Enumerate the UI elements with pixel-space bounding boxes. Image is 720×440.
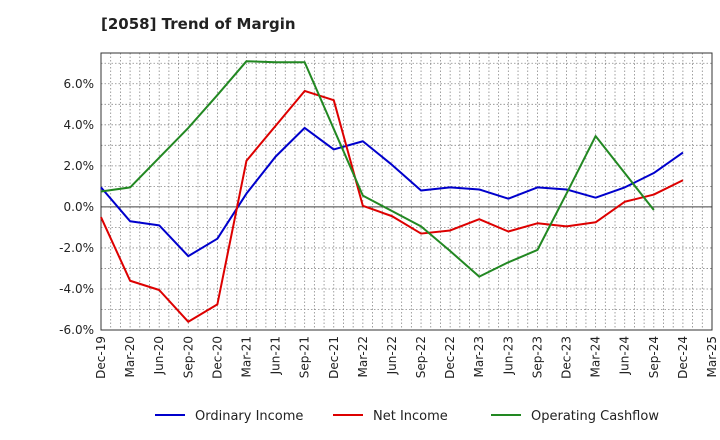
x-tick-label: Jun-21 <box>269 336 283 375</box>
series-line-ordinary-income <box>100 126 684 258</box>
y-tick-label: 4.0% <box>64 118 95 132</box>
x-tick-label: Jun-20 <box>152 336 166 375</box>
y-tick-label: -6.0% <box>59 323 94 337</box>
x-tick-label: Jun-22 <box>385 336 399 375</box>
x-tick-label: Sep-21 <box>298 336 312 378</box>
x-tick-label: Mar-24 <box>589 336 603 377</box>
x-tick-label: Dec-21 <box>327 336 341 379</box>
x-tick-label: Mar-22 <box>356 336 370 377</box>
x-tick-label: Sep-22 <box>414 336 428 378</box>
chart-title: [2058] Trend of Margin <box>101 15 296 33</box>
y-tick-label: 0.0% <box>64 200 95 214</box>
x-tick-label: Jun-23 <box>501 336 515 375</box>
y-tick-label: 6.0% <box>64 77 95 91</box>
x-tick-label: Sep-20 <box>181 336 195 378</box>
x-tick-label: Mar-25 <box>705 336 719 377</box>
x-tick-label: Mar-21 <box>239 336 253 377</box>
x-tick-label: Dec-20 <box>210 336 224 379</box>
x-tick-label: Dec-24 <box>676 336 690 379</box>
x-tick-label: Sep-23 <box>530 336 544 378</box>
legend-operating-cashflow-label: Operating Cashflow <box>531 409 659 424</box>
x-tick-label: Jun-24 <box>618 336 632 375</box>
x-tick-label: Dec-23 <box>560 336 574 379</box>
x-tick-label: Sep-24 <box>647 336 661 378</box>
plot-area <box>101 53 712 330</box>
series-line-net-income <box>100 89 684 323</box>
legend-net-income-label: Net Income <box>373 409 448 424</box>
y-tick-label: 2.0% <box>64 159 95 173</box>
series-line-operating-cashflow <box>100 60 655 278</box>
legend-ordinary-income-label: Ordinary Income <box>195 409 303 424</box>
x-tick-label: Dec-19 <box>94 336 108 379</box>
x-tick-label: Mar-20 <box>123 336 137 377</box>
x-tick-label: Mar-23 <box>472 336 486 377</box>
y-tick-label: -4.0% <box>59 282 94 296</box>
y-tick-label: -2.0% <box>59 241 94 255</box>
x-tick-label: Dec-22 <box>443 336 457 379</box>
